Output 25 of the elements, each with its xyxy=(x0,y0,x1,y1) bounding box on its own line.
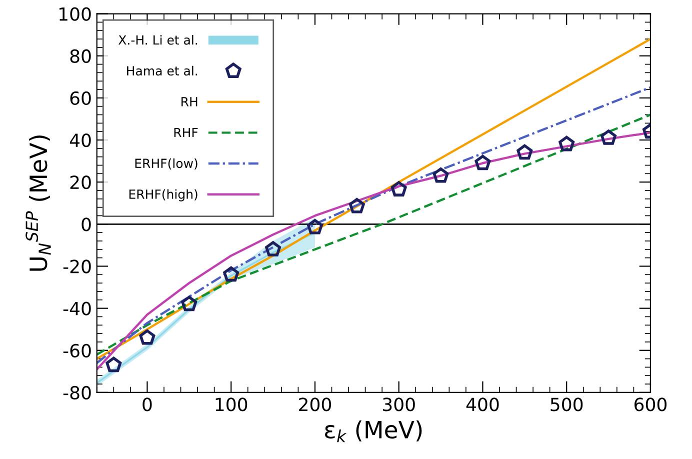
y-tick-label: -80 xyxy=(63,386,91,400)
y-tick-label: 0 xyxy=(82,218,91,232)
x-tick-label: 600 xyxy=(634,398,667,412)
y-tick-label: -20 xyxy=(63,260,91,274)
legend-label: RH xyxy=(182,97,198,106)
x-tick-label: 400 xyxy=(466,398,499,412)
x-tick-label: 200 xyxy=(299,398,331,412)
x-axis-title: ε$_{k}$ (MeV) xyxy=(325,420,422,442)
legend-label: ERHF(low) xyxy=(135,158,198,170)
x-tick-label: 100 xyxy=(216,398,248,412)
y-tick-label: 20 xyxy=(70,176,91,190)
legend-label: ERHF(high) xyxy=(129,189,198,202)
y-tick-label: 40 xyxy=(70,133,91,148)
x-tick-label: 0 xyxy=(142,398,152,412)
y-tick-label: -60 xyxy=(63,344,91,358)
x-tick-label: 500 xyxy=(550,398,583,412)
legend-label: RHF xyxy=(174,128,198,138)
y-tick-label: 60 xyxy=(70,91,91,106)
legend-label: X.-H. Li et al. xyxy=(118,35,198,45)
legend-label: Hama et al. xyxy=(127,66,198,76)
y-tick-label: -40 xyxy=(63,302,91,316)
y-axis-title: U$_{N}$$^{SEP}$ (MeV) xyxy=(26,136,51,271)
y-tick-label: 100 xyxy=(60,7,91,21)
x-tick-label: 300 xyxy=(382,398,415,412)
y-tick-label: 80 xyxy=(70,49,91,63)
